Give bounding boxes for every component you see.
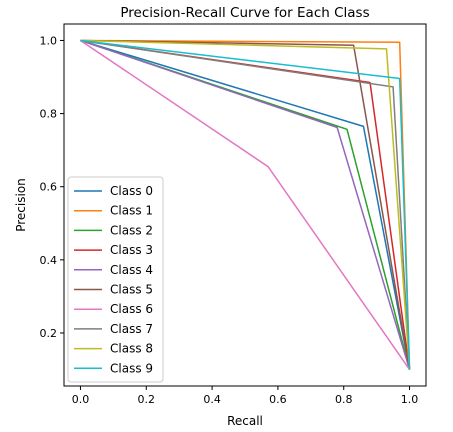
series-line-class-0 <box>80 39 411 370</box>
x-tick-label: 1.0 <box>401 393 419 406</box>
y-tick-label: 0.8 <box>40 108 58 121</box>
series-line-class-9 <box>80 39 411 370</box>
legend-label-class-8: Class 8 <box>110 342 153 356</box>
plot-frame <box>63 23 427 387</box>
y-tick-label: 0.4 <box>40 254 58 267</box>
legend-label-class-3: Class 3 <box>110 243 153 257</box>
series-line-class-8 <box>80 39 411 370</box>
y-tick-label: 0.2 <box>40 327 58 340</box>
x-tick-label: 0.2 <box>138 393 156 406</box>
legend-label-class-9: Class 9 <box>110 361 153 375</box>
series-line-class-6 <box>80 39 411 370</box>
x-tick-label: 0.8 <box>335 393 353 406</box>
x-tick-label: 0.0 <box>72 393 90 406</box>
y-tick-label: 1.0 <box>40 34 58 47</box>
legend: Class 0 Class 1 Class 2 Class 3 Class 4 Class… <box>67 176 164 383</box>
legend-label-class-2: Class 2 <box>110 223 153 237</box>
y-tick-label: 0.6 <box>40 181 58 194</box>
x-axis-label: Recall <box>227 414 263 428</box>
legend-label-class-6: Class 6 <box>110 302 153 316</box>
legend-label-class-7: Class 7 <box>110 322 153 336</box>
series-line-class-4 <box>80 39 411 370</box>
legend-box <box>67 176 164 383</box>
legend-label-class-1: Class 1 <box>110 204 153 218</box>
series-line-class-5 <box>80 39 411 370</box>
series-line-class-7 <box>80 39 411 370</box>
legend-label-class-4: Class 4 <box>110 263 153 277</box>
series-layer <box>80 39 411 370</box>
chart-title: Precision-Recall Curve for Each Class <box>120 5 369 21</box>
legend-label-class-5: Class 5 <box>110 283 153 297</box>
legend-label-class-0: Class 0 <box>110 184 153 198</box>
y-axis-label: Precision <box>14 178 28 232</box>
x-tick-label: 0.4 <box>203 393 221 406</box>
x-tick-label: 0.6 <box>269 393 287 406</box>
ticks-layer: 0.0 0.2 0.4 0.6 0.8 1.0 0.2 0.4 0.6 0.8 1.0 <box>40 34 419 406</box>
